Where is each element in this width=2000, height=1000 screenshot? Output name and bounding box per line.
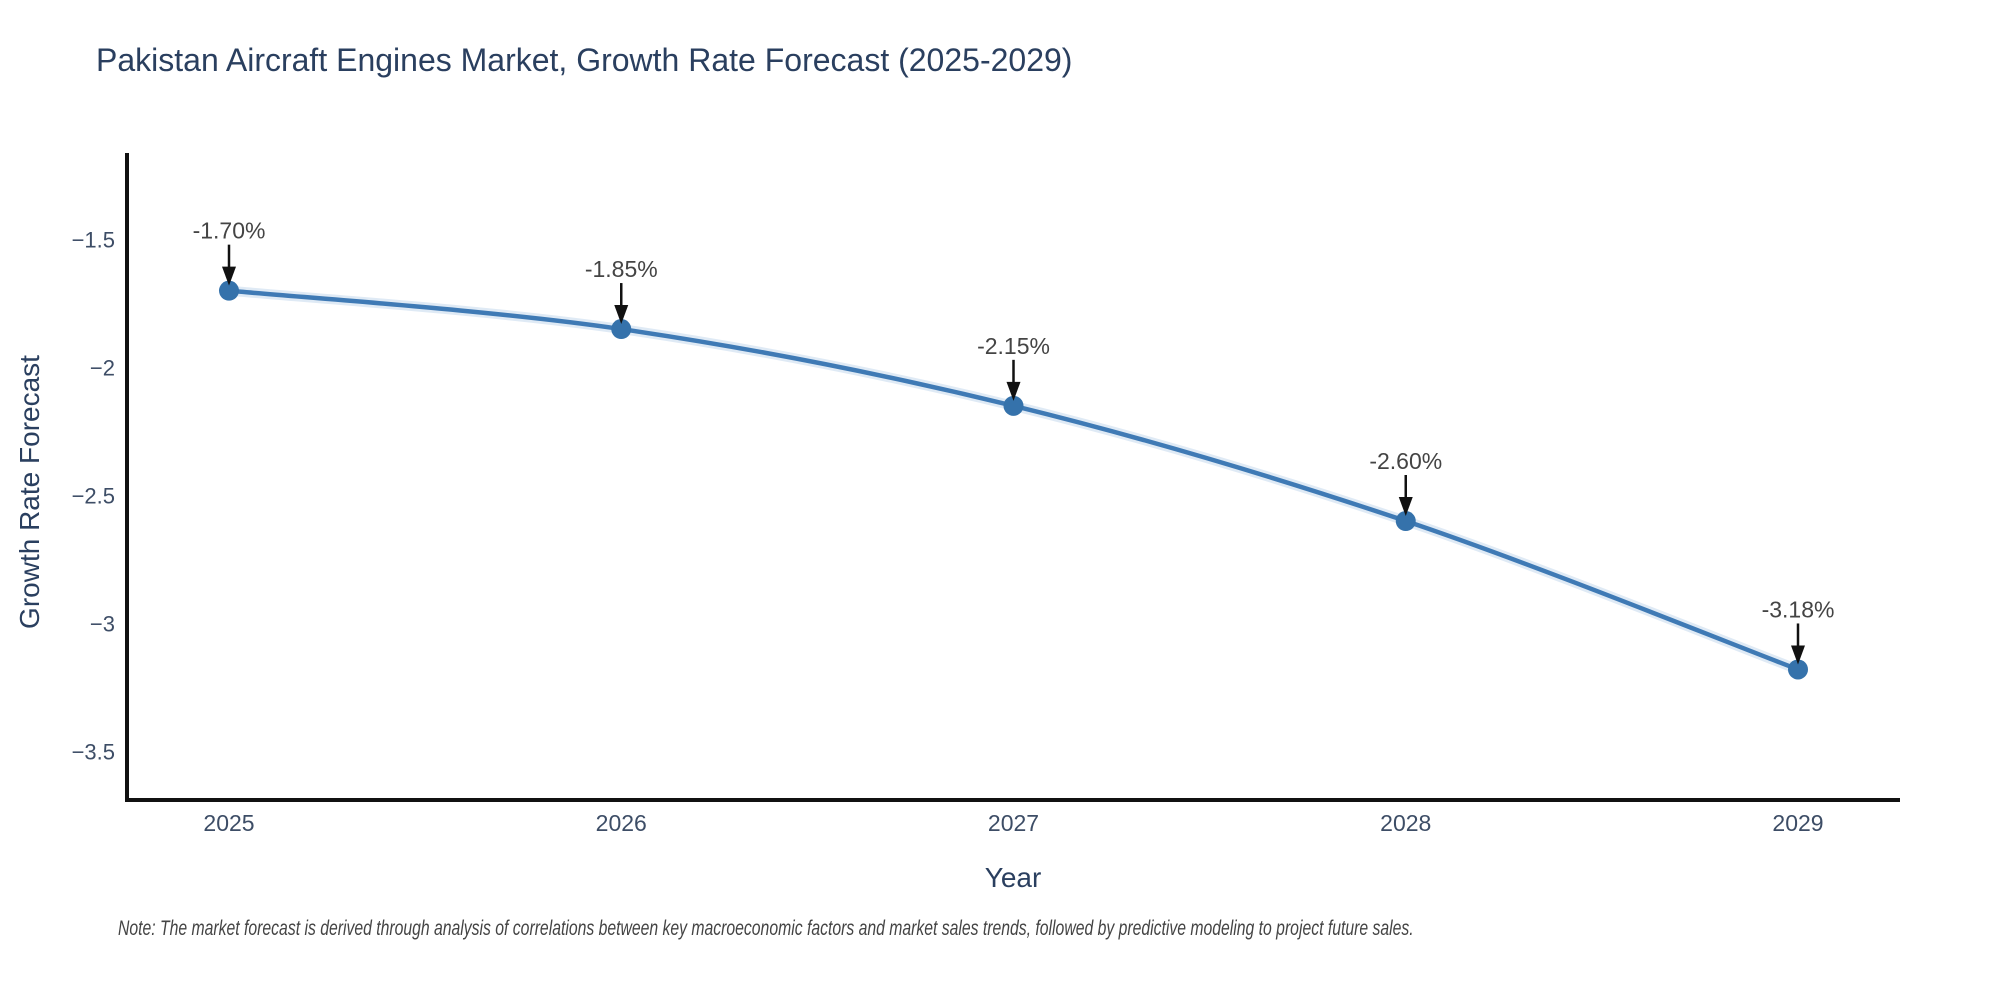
annotation-arrowhead-icon — [1398, 497, 1413, 517]
annotation-arrowhead-icon — [614, 305, 629, 325]
annotation-label: -1.85% — [585, 256, 658, 282]
x-tick-label: 2025 — [203, 810, 254, 836]
annotation-arrowhead-icon — [1006, 381, 1021, 401]
data-point-marker — [1003, 395, 1024, 416]
data-point-marker — [1395, 511, 1416, 532]
annotation-label: -2.15% — [977, 333, 1050, 359]
x-tick-label: 2029 — [1772, 810, 1823, 836]
y-tick-label: −1.5 — [72, 227, 115, 252]
y-tick-label: −3.5 — [72, 739, 115, 764]
x-tick-label: 2027 — [988, 810, 1039, 836]
y-axis-title: Growth Rate Forecast — [14, 355, 45, 629]
x-tick-label: 2026 — [596, 810, 647, 836]
annotation-label: -1.70% — [193, 218, 266, 244]
y-tick-label: −2 — [90, 355, 115, 380]
annotation-label: -3.18% — [1762, 596, 1835, 622]
y-tick-label: −3 — [90, 611, 115, 636]
data-point-marker — [611, 319, 632, 340]
chart-title: Pakistan Aircraft Engines Market, Growth… — [96, 42, 1073, 78]
annotation-arrowhead-icon — [1791, 645, 1805, 665]
data-point-marker — [219, 280, 239, 301]
annotation-arrowhead-icon — [222, 266, 236, 286]
y-tick-label: −2.5 — [72, 483, 115, 508]
annotation-label: -2.60% — [1369, 448, 1442, 474]
data-point-marker — [1788, 659, 1808, 680]
chart-note: Note: The market forecast is derived thr… — [118, 917, 1414, 940]
axis-lines — [125, 153, 1900, 802]
x-tick-label: 2028 — [1380, 810, 1431, 836]
x-axis-title: Year — [984, 862, 1042, 893]
